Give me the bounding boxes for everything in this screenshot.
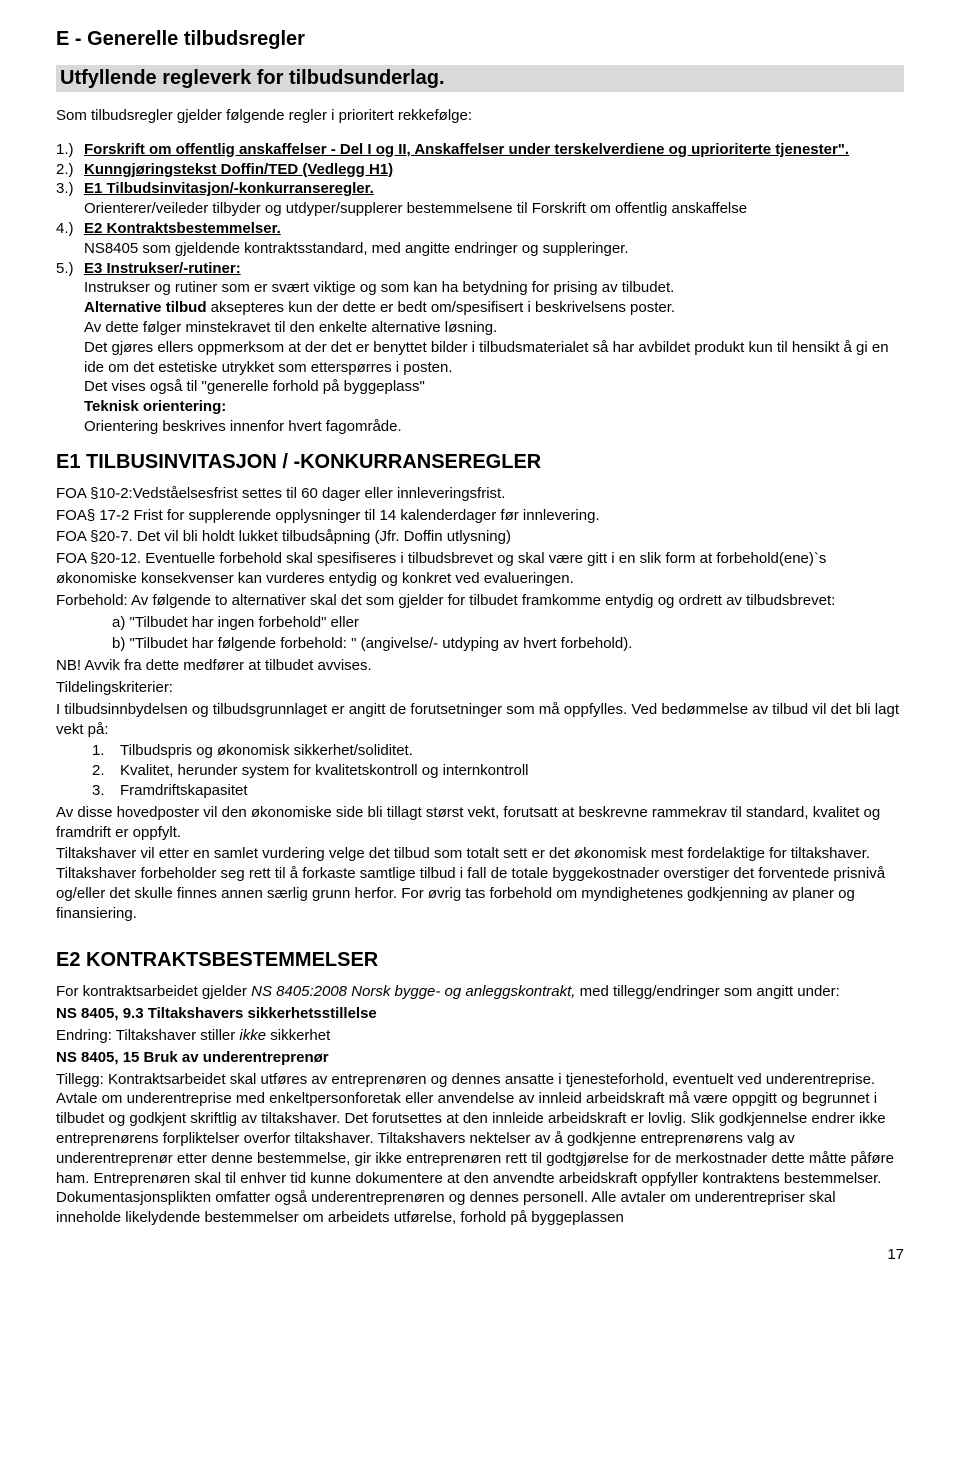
rule-5-desc: Instrukser og rutiner som er svært vikti… <box>84 279 674 296</box>
rule-2-text: Kunngjøringstekst Doffin/TED (Vedlegg H1… <box>84 161 393 178</box>
e2-p1c: med tillegg/endringer som angitt under: <box>575 983 839 1000</box>
rule-num-5: 5.) <box>56 259 84 437</box>
e1-opt-a: a) "Tilbudet har ingen forbehold" eller <box>56 613 904 633</box>
page-number: 17 <box>56 1246 904 1263</box>
e2-endring: Endring: Tiltakshaver stiller ikke sikke… <box>56 1026 904 1046</box>
rule-item-3: 3.) E1 Tilbudsinvitasjon/-konkurransereg… <box>56 179 904 219</box>
e1-after-crit: Av disse hovedposter vil den økonomiske … <box>56 803 904 843</box>
rule-item-4: 4.) E2 Kontraktsbestemmelser. NS8405 som… <box>56 219 904 259</box>
crit-2: 2. Kvalitet, herunder system for kvalite… <box>56 761 904 781</box>
e1-forbehold: Forbehold: Av følgende to alternativer s… <box>56 591 904 611</box>
rule-4-text: E2 Kontraktsbestemmelser. <box>84 220 281 237</box>
rule-5-g: Orientering beskrives innenfor hvert fag… <box>84 418 402 435</box>
e1-foa20-7: FOA §20-7. Det vil bli holdt lukket tilb… <box>56 527 904 547</box>
rule-num-3: 3.) <box>56 179 84 219</box>
rule-num-2: 2.) <box>56 160 84 180</box>
rule-5-text: E3 Instrukser/-rutiner: <box>84 260 241 277</box>
rule-item-2: 2.) Kunngjøringstekst Doffin/TED (Vedleg… <box>56 160 904 180</box>
crit-3: 3. Framdriftskapasitet <box>56 781 904 801</box>
crit-1-text: Tilbudspris og økonomisk sikkerhet/solid… <box>120 741 904 761</box>
rule-5-c: Av dette følger minstekravet til den enk… <box>84 319 497 336</box>
e2-endring-a: Endring: Tiltakshaver stiller <box>56 1027 239 1044</box>
heading-e2: E2 KONTRAKTSBESTEMMELSER <box>56 949 904 972</box>
heading-e: E - Generelle tilbudsregler <box>56 28 904 51</box>
rule-5-d: Det gjøres ellers oppmerksom at der det … <box>84 339 889 376</box>
rule-3-desc: Orienterer/veileder tilbyder og utdyper/… <box>84 200 747 217</box>
rule-4-desc: NS8405 som gjeldende kontraktsstandard, … <box>84 240 629 257</box>
crit-3-num: 3. <box>92 781 120 801</box>
crit-3-text: Framdriftskapasitet <box>120 781 904 801</box>
rule-3-text: E1 Tilbudsinvitasjon/-konkurranseregler. <box>84 180 374 197</box>
intro-paragraph: Som tilbudsregler gjelder følgende regle… <box>56 106 904 126</box>
e1-foa10: FOA §10-2:Vedståelsesfrist settes til 60… <box>56 484 904 504</box>
rule-5-e: Det vises også til "generelle forhold på… <box>84 378 425 395</box>
rule-5-alt-rest: aksepteres kun der dette er bedt om/spes… <box>207 299 676 316</box>
rule-item-5: 5.) E3 Instrukser/-rutiner: Instrukser o… <box>56 259 904 437</box>
rule-num-4: 4.) <box>56 219 84 259</box>
rule-5-tech-label: Teknisk orientering: <box>84 398 226 415</box>
e1-foa17: FOA§ 17-2 Frist for supplerende opplysni… <box>56 506 904 526</box>
crit-1-num: 1. <box>92 741 120 761</box>
crit-2-text: Kvalitet, herunder system for kvalitetsk… <box>120 761 904 781</box>
e2-endring-b: ikke <box>239 1027 266 1044</box>
rules-list: 1.) Forskrift om offentlig anskaffelser … <box>56 140 904 437</box>
e1-tildel-intro: I tilbudsinnbydelsen og tilbudsgrunnlage… <box>56 700 904 740</box>
e2-ns15: NS 8405, 15 Bruk av underentreprenør <box>56 1048 904 1068</box>
heading-e1: E1 TILBUSINVITASJON / -KONKURRANSEREGLER <box>56 451 904 474</box>
e1-opt-b: b) "Tilbudet har følgende forbehold: " (… <box>56 634 904 654</box>
crit-2-num: 2. <box>92 761 120 781</box>
e2-p1: For kontraktsarbeidet gjelder NS 8405:20… <box>56 982 904 1002</box>
e2-endring-c: sikkerhet <box>266 1027 330 1044</box>
heading-subtitle-bar: Utfyllende regleverk for tilbudsunderlag… <box>56 65 904 92</box>
rule-item-1: 1.) Forskrift om offentlig anskaffelser … <box>56 140 904 160</box>
page-container: E - Generelle tilbudsregler Utfyllende r… <box>0 0 960 1291</box>
crit-1: 1. Tilbudspris og økonomisk sikkerhet/so… <box>56 741 904 761</box>
e1-after-crit2: Tiltakshaver vil etter en samlet vurderi… <box>56 844 904 923</box>
e1-foa20-12: FOA §20-12. Eventuelle forbehold skal sp… <box>56 549 904 589</box>
e2-tillegg1: Tillegg: Kontraktsarbeidet skal utføres … <box>56 1070 904 1228</box>
e1-nb: NB! Avvik fra dette medfører at tilbudet… <box>56 656 904 676</box>
e2-p1a: For kontraktsarbeidet gjelder <box>56 983 251 1000</box>
e2-p1b: NS 8405:2008 Norsk bygge- og anleggskont… <box>251 983 575 1000</box>
e1-tildel-label: Tildelingskriterier: <box>56 678 904 698</box>
e2-ns93: NS 8405, 9.3 Tiltakshavers sikkerhetssti… <box>56 1004 904 1024</box>
rule-num-1: 1.) <box>56 140 84 160</box>
rule-1-text: Forskrift om offentlig anskaffelser - De… <box>84 141 849 158</box>
criteria-list: 1. Tilbudspris og økonomisk sikkerhet/so… <box>56 741 904 800</box>
rule-5-alt-label: Alternative tilbud <box>84 299 207 316</box>
